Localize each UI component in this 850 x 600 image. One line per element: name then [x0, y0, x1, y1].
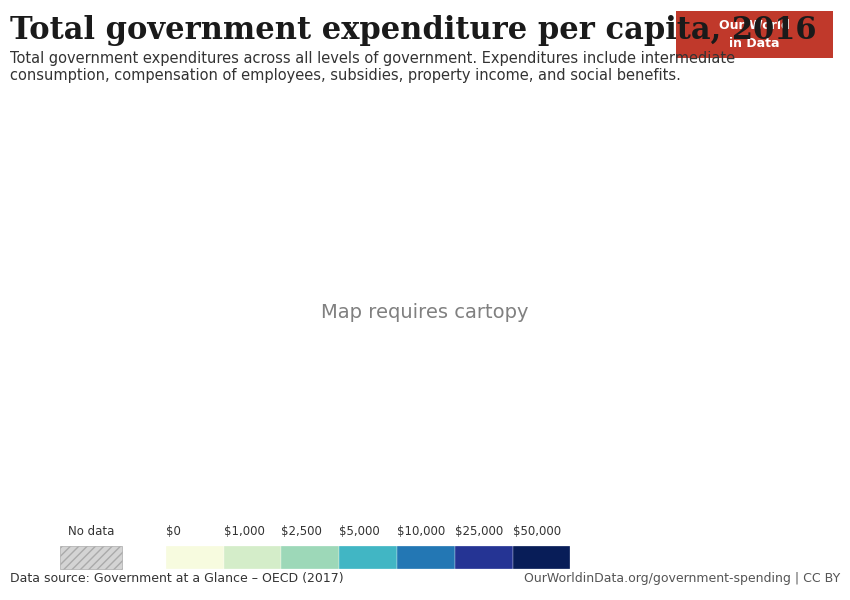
- Text: $25,000: $25,000: [455, 525, 503, 538]
- Text: No data: No data: [68, 525, 114, 538]
- FancyBboxPatch shape: [513, 546, 570, 569]
- FancyBboxPatch shape: [281, 546, 339, 569]
- Text: Total government expenditures across all levels of government. Expenditures incl: Total government expenditures across all…: [10, 51, 735, 83]
- Text: $2,500: $2,500: [281, 525, 322, 538]
- FancyBboxPatch shape: [339, 546, 397, 569]
- Text: $1,000: $1,000: [224, 525, 264, 538]
- Text: Our World: Our World: [719, 19, 790, 32]
- Text: Data source: Government at a Glance – OECD (2017): Data source: Government at a Glance – OE…: [10, 572, 343, 585]
- Text: OurWorldinData.org/government-spending | CC BY: OurWorldinData.org/government-spending |…: [524, 572, 840, 585]
- FancyBboxPatch shape: [397, 546, 455, 569]
- Text: $0: $0: [166, 525, 180, 538]
- Text: Total government expenditure per capita, 2016: Total government expenditure per capita,…: [10, 15, 817, 46]
- Text: $5,000: $5,000: [339, 525, 380, 538]
- Text: Map requires cartopy: Map requires cartopy: [321, 302, 529, 322]
- FancyBboxPatch shape: [166, 546, 224, 569]
- FancyBboxPatch shape: [60, 546, 122, 569]
- Text: $10,000: $10,000: [397, 525, 445, 538]
- FancyBboxPatch shape: [224, 546, 281, 569]
- Text: in Data: in Data: [729, 37, 779, 50]
- Text: $50,000: $50,000: [513, 525, 561, 538]
- FancyBboxPatch shape: [455, 546, 513, 569]
